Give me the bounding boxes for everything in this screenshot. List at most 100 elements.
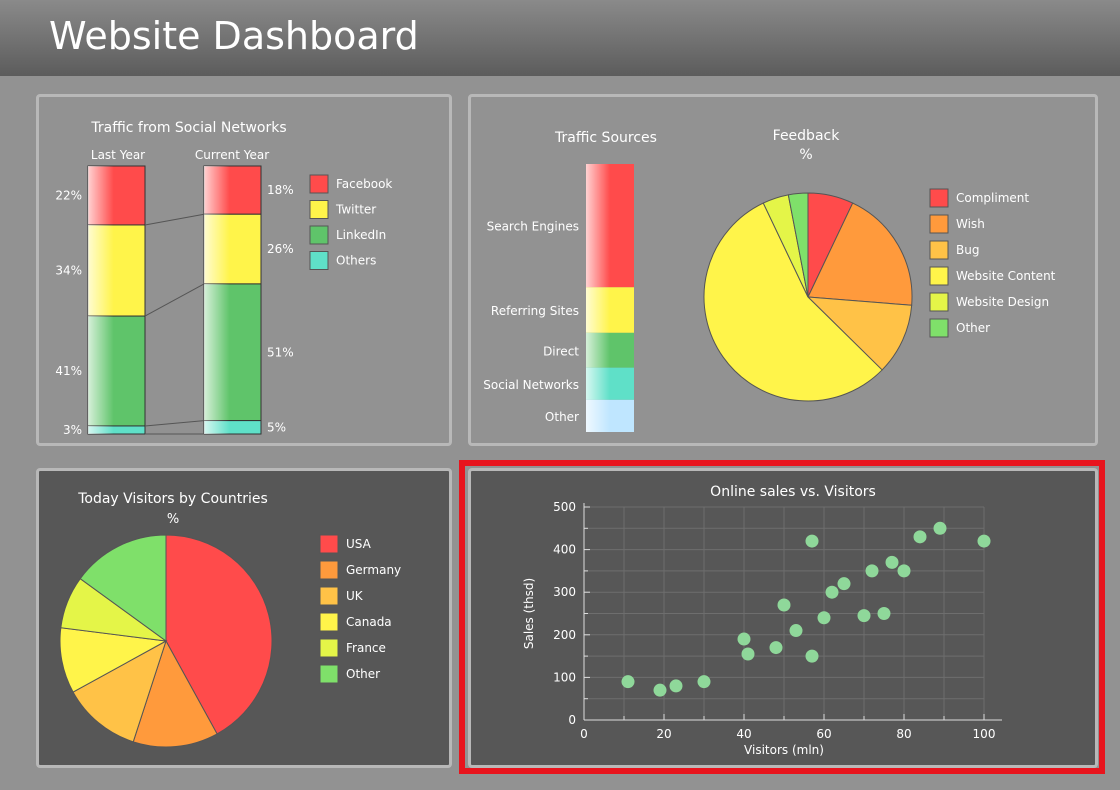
legend-label-facebook: Facebook — [336, 177, 392, 191]
scatter-point — [805, 649, 819, 663]
bar-gloss — [88, 425, 145, 434]
country-slice-germany — [132, 639, 218, 748]
feedback-legend-swatch-website-design — [929, 292, 949, 312]
current-year-label: Current Year — [195, 148, 269, 162]
country-legend-swatch-other — [319, 664, 339, 684]
countries-panel: Today Visitors by Countries % USA Germany… — [36, 468, 452, 768]
feedback-legend-label-website-design: Website Design — [956, 295, 1049, 309]
source-bar-gloss — [586, 399, 634, 432]
scatter-point — [817, 611, 831, 625]
source-label-referring-sites: Referring Sites — [491, 304, 579, 318]
bar-gloss — [88, 316, 145, 426]
source-bar-gloss — [586, 332, 634, 368]
scatter-point — [825, 585, 839, 599]
y-tick-label: 200 — [553, 628, 576, 642]
country-legend-swatch-germany — [319, 560, 339, 580]
feedback-slice-other — [787, 192, 809, 298]
x-axis-label: Visitors (mln) — [744, 743, 824, 757]
country-legend-swatch-usa — [319, 534, 339, 554]
bar-gloss — [88, 224, 145, 317]
country-legend-label-germany: Germany — [346, 563, 401, 577]
scatter-point — [653, 683, 667, 697]
y-tick-label: 100 — [553, 670, 576, 684]
country-legend-label-usa: USA — [346, 537, 372, 551]
feedback-title: Feedback — [773, 128, 841, 144]
scatter-point — [837, 577, 851, 591]
y-tick-label: 500 — [553, 500, 576, 514]
last-year-label: Last Year — [91, 148, 145, 162]
sources-feedback-chart: Traffic Sources Feedback % Search Engine… — [483, 128, 1056, 432]
feedback-slice-wish — [807, 202, 913, 306]
scatter-point — [885, 555, 899, 569]
source-label-social-networks: Social Networks — [483, 378, 579, 392]
country-legend-swatch-canada — [319, 612, 339, 632]
feedback-legend-label-other: Other — [956, 321, 990, 335]
page-title: Website Dashboard — [49, 14, 419, 58]
scatter-point — [805, 534, 819, 548]
connector-line — [144, 283, 205, 317]
bar-label: 41% — [55, 364, 82, 378]
sales-scatter-chart: Online sales vs. Visitors 0 20 40 60 80 100 0 1… — [522, 484, 1002, 757]
legend-swatch-twitter — [309, 200, 329, 219]
scatter-point — [897, 564, 911, 578]
scatter-point — [737, 632, 751, 646]
feedback-legend-swatch-wish — [929, 214, 949, 234]
country-slice-usa — [165, 534, 273, 735]
source-label-other: Other — [545, 410, 579, 424]
source-label-search-engines: Search Engines — [487, 220, 579, 234]
scatter-point — [621, 675, 635, 689]
country-legend-swatch-france — [319, 638, 339, 658]
bar-label: 22% — [55, 188, 82, 202]
country-legend-label-uk: UK — [346, 589, 364, 603]
bar-label: 34% — [55, 264, 82, 278]
scatter-point — [877, 607, 891, 620]
y-tick-label: 0 — [568, 713, 576, 727]
source-bar-gloss — [586, 367, 634, 400]
x-tick-label: 100 — [973, 727, 996, 741]
scatter-point — [669, 679, 683, 693]
scatter-point — [933, 521, 947, 535]
feedback-slice-website-content — [703, 202, 883, 402]
scatter-title: Online sales vs. Visitors — [710, 484, 876, 500]
bar-gloss — [88, 166, 145, 225]
bar-gloss — [204, 283, 261, 421]
legend-swatch-linkedin — [309, 225, 329, 245]
feedback-slice-bug — [806, 296, 913, 371]
feedback-legend-label-compliment: Compliment — [956, 191, 1029, 205]
source-label-direct: Direct — [543, 344, 579, 358]
x-tick-label: 60 — [816, 727, 831, 741]
x-tick-label: 0 — [580, 727, 588, 741]
legend-label-twitter: Twitter — [335, 203, 376, 217]
country-legend-label-canada: Canada — [346, 615, 392, 629]
y-tick-label: 400 — [553, 543, 576, 557]
bar-label: 26% — [267, 242, 294, 256]
legend-swatch-others — [309, 251, 329, 270]
scatter-point — [857, 609, 871, 623]
bar-label: 3% — [63, 423, 82, 437]
x-tick-label: 40 — [736, 727, 751, 741]
feedback-legend-swatch-other — [929, 318, 949, 338]
scatter-point — [741, 647, 755, 661]
feedback-subtitle: % — [799, 147, 812, 163]
legend-label-others: Others — [336, 254, 376, 268]
social-traffic-panel: Traffic from Social Networks Last Year C… — [36, 94, 452, 446]
scatter-point — [697, 675, 711, 689]
legend-swatch-facebook — [309, 174, 329, 194]
feedback-legend-swatch-website-content — [929, 266, 949, 286]
sales-visitors-panel: Online sales vs. Visitors 0 20 40 60 80 100 0 1… — [468, 468, 1098, 768]
feedback-legend-swatch-compliment — [929, 188, 949, 208]
bar-label: 18% — [267, 183, 294, 197]
scatter-point — [865, 564, 879, 578]
feedback-legend-label-website-content: Website Content — [956, 269, 1056, 283]
sources-feedback-panel: Traffic Sources Feedback % Search Engine… — [468, 94, 1098, 446]
countries-subtitle: % — [167, 512, 179, 527]
scatter-point — [769, 641, 783, 655]
scatter-point — [777, 598, 791, 612]
countries-title: Today Visitors by Countries — [77, 491, 268, 507]
scatter-point — [977, 534, 991, 548]
scatter-point — [789, 624, 803, 638]
social-chart-title: Traffic from Social Networks — [90, 120, 286, 136]
bar-gloss — [204, 214, 261, 284]
social-traffic-chart: Traffic from Social Networks Last Year C… — [55, 120, 392, 437]
connector-line — [144, 420, 205, 427]
